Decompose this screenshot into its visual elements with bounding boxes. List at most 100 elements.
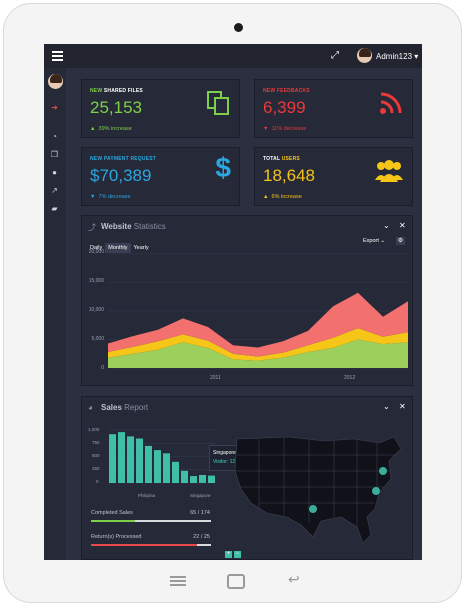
tab-daily[interactable]: Daily [90, 245, 103, 251]
bar [163, 453, 170, 483]
card-value: 25,153 [90, 98, 142, 117]
area-series-0 [108, 339, 408, 368]
y-tick-label: 250 [92, 466, 100, 471]
rss-icon [378, 90, 404, 121]
website-statistics-panel: ⤴ Website Statistics ⌄ ✕ Daily Monthly Yea… [81, 215, 413, 386]
files-icon [205, 90, 231, 121]
dollar-icon: $ [215, 152, 231, 183]
pie-chart-icon: ◕ [88, 403, 93, 412]
users-icon [374, 158, 404, 189]
y-tick-label: 0 [96, 479, 99, 484]
bar [172, 461, 179, 483]
user-menu[interactable]: Admin123 ▾ [376, 52, 418, 61]
back-icon[interactable]: ↩ [288, 571, 300, 587]
export-dropdown[interactable]: Export ⌄ [363, 238, 386, 244]
card-feedbacks[interactable]: NEW FEEDBACKS 6,399 ▼ 11% decrease [254, 79, 413, 138]
y-tick-label: 0 [101, 365, 104, 371]
dashboard-screen: ⤢ Admin123 ▾ ➜ ◔ ❐ ● ↗ ▰ NEW SHARED FILE… [44, 44, 422, 560]
user-name: Admin123 [376, 52, 413, 61]
x-tick-label: Singapore [190, 493, 211, 498]
x-tick-label: 2011 [210, 375, 221, 381]
collapse-icon[interactable]: ⌄ [383, 221, 390, 230]
completed-sales-progress [91, 520, 211, 522]
bar [199, 475, 206, 483]
dashboard-icon[interactable]: ◔ [52, 132, 57, 141]
y-tick-label: 750 [92, 440, 100, 445]
y-tick-label: 15,000 [88, 278, 104, 284]
card-trend: ▼ 11% decrease [263, 126, 307, 132]
close-icon[interactable]: ✕ [399, 402, 406, 411]
card-trend: ▼ 7% decrease [90, 194, 131, 200]
share-icon[interactable]: ↗ [51, 186, 58, 195]
arrow-down-icon: ▼ [90, 194, 96, 200]
bar-chart: 1,000 750 500 250 0 Philipina Singapore [82, 427, 222, 507]
x-tick-label: Philipina [138, 493, 156, 498]
users-icon[interactable]: ● [52, 168, 57, 177]
home-icon[interactable] [227, 574, 245, 589]
hamburger-menu-icon[interactable] [52, 51, 63, 61]
zoom-out-button[interactable]: − [234, 551, 241, 558]
card-value: 18,648 [263, 166, 315, 185]
tooltip-value: Visitor: 124 [213, 459, 238, 465]
sidebar-avatar[interactable] [48, 74, 63, 89]
bar [190, 476, 197, 483]
card-total-users[interactable]: TOTAL USERS 18,648 ▲ 6% increase [254, 147, 413, 206]
tab-yearly[interactable]: Yearly [133, 245, 149, 251]
y-tick-label: 5,000 [91, 336, 104, 342]
bar [109, 434, 116, 483]
close-icon[interactable]: ✕ [399, 221, 406, 230]
y-tick-label: 500 [92, 453, 100, 458]
bar [136, 438, 143, 483]
card-trend: ▲ 39% increase [90, 126, 132, 132]
files-icon[interactable]: ❐ [50, 150, 59, 159]
logout-icon[interactable]: ➜ [51, 103, 58, 112]
line-chart-icon: ⤴ [88, 223, 96, 232]
completed-sales-value: 65 / 174 [190, 510, 210, 516]
gear-icon[interactable]: ⚙ [396, 237, 405, 245]
bar [145, 445, 152, 483]
bar [181, 470, 188, 483]
period-tabs: Daily Monthly Yearly [87, 236, 152, 254]
sidebar: ➜ ◔ ❐ ● ↗ ▰ [44, 68, 66, 560]
panel-title: Website Statistics [101, 222, 166, 231]
folder-icon[interactable]: ▰ [51, 204, 58, 213]
card-payment-request[interactable]: NEW PAYMENT REQUEST $70,389 ▼ 7% decreas… [81, 147, 240, 206]
zoom-in-button[interactable]: + [225, 551, 232, 558]
card-trend: ▲ 6% increase [263, 194, 302, 200]
usa-map[interactable] [229, 431, 404, 551]
menu-icon[interactable] [170, 576, 186, 586]
card-value: $70,389 [90, 166, 152, 185]
returns-processed-label: Return(s) Processed [91, 534, 142, 540]
y-tick-label: 10,000 [88, 307, 104, 313]
bar-chart-plot [108, 429, 216, 484]
y-tick-label: 1,000 [88, 427, 100, 432]
camera-icon [234, 23, 243, 32]
card-value: 6,399 [263, 98, 306, 117]
bar [118, 432, 125, 483]
map-marker [379, 467, 387, 475]
arrow-down-icon: ▼ [263, 126, 269, 132]
bar [154, 450, 161, 483]
arrow-up-icon: ▲ [90, 126, 96, 132]
user-avatar[interactable] [357, 48, 372, 63]
y-tick-label: 20,000 [88, 249, 104, 255]
sales-report-panel: ◕ Sales Report ⌄ ✕ 1,000 750 500 250 0 P… [81, 396, 413, 560]
bar [208, 475, 215, 483]
area-chart-plot [108, 253, 408, 369]
card-shared-files[interactable]: NEW SHARED FILES 25,153 ▲ 39% increase [81, 79, 240, 138]
card-label: NEW FEEDBACKS [263, 88, 310, 94]
fullscreen-icon[interactable]: ⤢ [331, 50, 339, 61]
card-label: NEW SHARED FILES [90, 88, 143, 94]
card-label: NEW PAYMENT REQUEST [90, 156, 157, 162]
card-label: TOTAL USERS [263, 156, 300, 162]
returns-processed-value: 22 / 25 [193, 534, 210, 540]
area-series-1 [108, 328, 408, 361]
tooltip-title: Singapore [213, 450, 236, 456]
area-chart: 20,000 15,000 10,000 5,000 0 2011 2012 [82, 249, 414, 386]
chevron-down-icon: ▾ [414, 52, 419, 61]
bar [127, 436, 134, 483]
map-marker [372, 487, 380, 495]
tab-monthly[interactable]: Monthly [105, 243, 131, 253]
completed-sales-label: Completed Sales [91, 510, 133, 516]
collapse-icon[interactable]: ⌄ [383, 402, 390, 411]
